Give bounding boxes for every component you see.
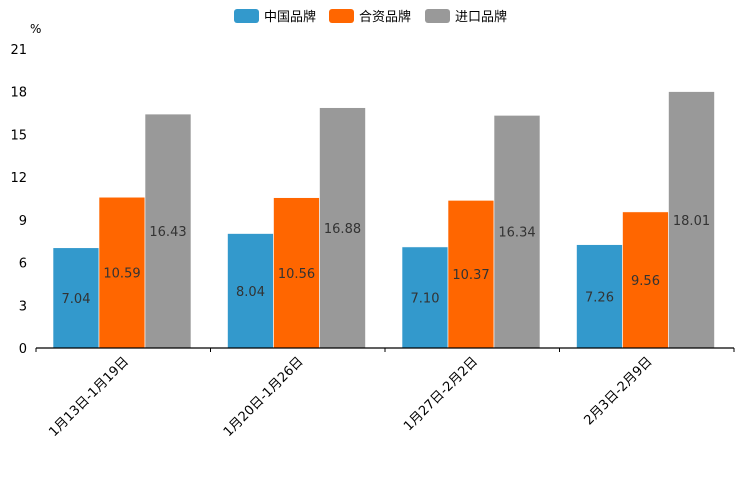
bar-2-1	[319, 107, 366, 349]
bar-1-1	[273, 197, 320, 349]
data-label-0-3: 7.26	[585, 290, 614, 305]
y-tick-label: 9	[19, 214, 27, 229]
bar-0-0	[52, 247, 100, 349]
y-tick-label: 18	[10, 86, 27, 101]
x-category-label: 1月27日-2月2日	[401, 354, 481, 434]
data-label-0-1: 8.04	[236, 285, 265, 300]
legend-swatch	[329, 9, 354, 23]
y-tick-label: 0	[19, 342, 27, 357]
bar-1-0	[98, 196, 146, 349]
bar-0-1	[227, 233, 274, 349]
data-label-0-0: 7.04	[62, 292, 91, 307]
data-label-2-3: 18.01	[673, 214, 710, 229]
x-category-label: 2月3日-2月9日	[581, 354, 655, 428]
legend: 中国品牌 合资品牌 进口品牌	[234, 9, 507, 25]
legend-item-2[interactable]: 进口品牌	[425, 9, 507, 25]
data-label-1-0: 10.59	[103, 267, 140, 282]
x-axis: 1月13日-1月19日 1月20日-1月26日 1月27日-2月2日 2月3日-2月9…	[35, 347, 735, 440]
data-label-1-1: 10.56	[278, 267, 315, 282]
bars: 7.04 10.59 16.43 8.04 10.56 16.88 7.10 10.37 16.…	[52, 91, 715, 349]
data-label-2-2: 16.34	[498, 226, 535, 241]
legend-swatch	[234, 9, 259, 23]
legend-label: 中国品牌	[264, 9, 316, 25]
legend-label: 合资品牌	[359, 9, 411, 25]
y-tick-label: 21	[10, 43, 27, 58]
data-label-1-2: 10.37	[452, 268, 489, 283]
x-category-label: 1月20日-1月26日	[221, 354, 307, 440]
y-axis-unit-label: %	[30, 22, 41, 36]
data-label-2-0: 16.43	[149, 225, 186, 240]
data-label-2-1: 16.88	[324, 222, 361, 237]
legend-label: 进口品牌	[455, 9, 507, 25]
y-tick-label: 6	[19, 257, 27, 272]
data-label-0-2: 7.10	[411, 291, 440, 306]
bar-0-3	[576, 244, 623, 349]
bar-2-3	[668, 91, 715, 349]
data-label-1-3: 9.56	[631, 274, 660, 289]
legend-item-1[interactable]: 合资品牌	[329, 9, 411, 25]
bar-1-2	[447, 200, 495, 349]
legend-swatch	[425, 9, 450, 23]
y-axis-ticks: 0 3 6 9 12 15 18 21	[10, 43, 27, 357]
x-category-label: 1月13日-1月19日	[46, 354, 132, 440]
legend-item-0[interactable]: 中国品牌	[234, 9, 316, 25]
y-tick-label: 12	[10, 171, 27, 186]
y-tick-label: 15	[10, 128, 27, 143]
y-tick-label: 3	[19, 299, 27, 314]
bar-2-0	[144, 113, 192, 349]
